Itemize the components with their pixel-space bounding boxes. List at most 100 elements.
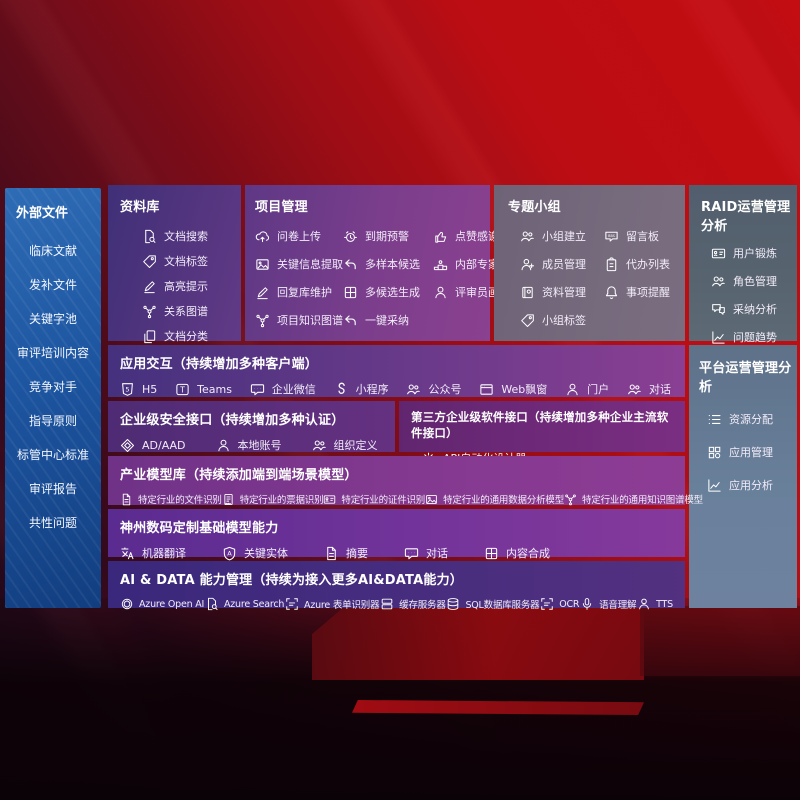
- chat-icon: [404, 546, 419, 561]
- feature-item: 公众号: [406, 381, 461, 397]
- panel-project-management: 项目管理 问卷上传 到期预警 点赞感谢 关键信息提取 多样本候选 内部专家排名 回复库维护多…: [245, 185, 521, 341]
- band-industry-models: 产业模型库（持续添加端到端场景模型） 特定行业的文件识别 特定行业的票据识别 特定行…: [108, 456, 703, 506]
- feature-item: 小程序: [334, 381, 389, 397]
- external-files-list: 临床文献 发补文件 关键字池 审评培训内容 竞争对手 指导原则 标管中心标准 审评报告 共性问题: [5, 245, 101, 529]
- sidebar-item: 发补文件: [28, 278, 77, 292]
- sidebar-item: 临床文献: [28, 244, 77, 258]
- panel-data-library: 资料库 文档搜索 文档标签 高亮提示 关系图谱 文档分类: [108, 185, 241, 344]
- person-add-icon: [520, 257, 535, 272]
- mic-icon: [580, 597, 594, 611]
- panel-title: 专题小组: [508, 200, 561, 215]
- card-icon: [711, 246, 726, 261]
- feature-item: Azure Open AI: [120, 597, 204, 611]
- feature-item: 角色管理: [711, 273, 797, 289]
- pen-icon: [142, 279, 157, 294]
- feature-item: 文档标签: [142, 253, 241, 269]
- feature-item: 关键实体: [222, 545, 288, 561]
- panel-raid-analysis: RAID运营管理分析 用户锻炼 角色管理 采纳分析 问题趋势: [689, 185, 797, 344]
- band-items: 机器翻译 关键实体 摘要 对话 内容合成: [120, 545, 673, 561]
- people-icon: [406, 382, 421, 397]
- chat-icon: [250, 382, 265, 397]
- sidebar-item: 审评培训内容: [16, 346, 89, 360]
- band-thirdparty-interfaces: 第三方企业级软件接口（持续增加多种企业主流软件接口） API自动化设计器: [399, 401, 685, 465]
- feature-item: 资源分配: [707, 411, 797, 427]
- feature-item: 应用管理: [707, 444, 797, 460]
- feature-item: TTS: [637, 597, 673, 611]
- people-icon: [520, 229, 535, 244]
- db-icon: [446, 597, 460, 611]
- reply-icon: [343, 257, 358, 272]
- background-photo-shape: [312, 606, 644, 680]
- cloud-up-icon: [255, 229, 270, 244]
- thumb-icon: [433, 229, 448, 244]
- feature-item: OCR: [540, 597, 580, 611]
- sidebar-item: 共性问题: [28, 516, 77, 530]
- feature-item: Web飘窗: [479, 381, 547, 397]
- podium-icon: [433, 257, 448, 272]
- feature-item: 本地账号: [216, 437, 282, 453]
- feature-item: H5: [120, 382, 157, 397]
- people-icon: [312, 438, 327, 453]
- feature-item: 应用分析: [707, 477, 797, 493]
- diamond-icon: [120, 438, 135, 453]
- panel-items: 问卷上传 到期预警 点赞感谢 关键信息提取 多样本候选 内部专家排名 回复库维护 多候选生成评…: [255, 228, 521, 328]
- person-icon: [216, 438, 231, 453]
- feature-item: 成员管理: [520, 256, 604, 272]
- feature-item: AD/AAD: [120, 438, 186, 453]
- feature-item: 代办列表: [604, 256, 685, 272]
- sidebar-item: 标管中心标准: [16, 448, 89, 462]
- shield-icon: [222, 546, 237, 561]
- feature-item: 组织定义: [312, 437, 378, 453]
- feature-item: 问卷上传: [255, 228, 341, 244]
- chart-icon: [707, 478, 722, 493]
- network-icon: [142, 304, 157, 319]
- band-base-models: 神州数码定制基础模型能力 机器翻译 关键实体 摘要 对话 内容合成: [108, 509, 685, 560]
- band-items: H5 Teams 企业微信 小程序 公众号 Web飘窗 门户 对话: [120, 381, 673, 397]
- card-icon: [323, 493, 336, 506]
- band-title: 第三方企业级软件接口（持续增加多种企业主流软件接口）: [411, 410, 669, 440]
- feature-item: 资料管理: [520, 284, 604, 300]
- feature-item: Azure Search: [205, 597, 284, 611]
- feature-item: 机器翻译: [120, 545, 186, 561]
- translate-icon: [120, 546, 135, 561]
- feature-item: 用户锻炼: [711, 245, 797, 261]
- bbs-icon: [604, 229, 619, 244]
- feature-item: 事项提醒: [604, 284, 685, 300]
- feature-item: 小组标签: [520, 312, 604, 328]
- band-items: AD/AAD 本地账号 组织定义: [120, 437, 383, 453]
- feature-item: 特定行业的票据识别: [222, 492, 324, 506]
- chart-icon: [711, 330, 726, 345]
- window-icon: [479, 382, 494, 397]
- alarm-icon: [343, 229, 358, 244]
- band-title: 神州数码定制基础模型能力: [120, 521, 279, 536]
- feature-item: SQL数据库服务器: [446, 597, 540, 611]
- network-icon: [564, 493, 577, 506]
- feature-item: 留言板: [604, 228, 685, 244]
- panel-topic-groups: 专题小组 小组建立 留言板 成员管理 代办列表 资料管理 事项提醒 小组标签: [494, 185, 685, 341]
- panel-items: 用户锻炼 角色管理 采纳分析 问题趋势: [711, 245, 797, 345]
- feature-item: 一键采纳: [343, 312, 431, 328]
- doc-icon: [324, 546, 339, 561]
- band-security-interfaces: 企业级安全接口（持续增加多种认证） AD/AAD 本地账号 组织定义: [108, 401, 395, 452]
- openai-icon: [120, 597, 134, 611]
- copy-icon: [142, 329, 157, 344]
- band-items: Azure Open AI Azure Search Azure 表单识别器 缓存服务…: [120, 597, 673, 611]
- panel-title: 项目管理: [255, 200, 308, 215]
- feature-item: Azure 表单识别器: [285, 597, 380, 611]
- band-ai-data-capabilities: AI & DATA 能力管理（持续为接入更多AI&DATA能力） Azure O…: [108, 561, 685, 611]
- feature-item: 企业微信: [250, 381, 316, 397]
- feature-item: 特定行业的通用知识图谱模型: [564, 492, 703, 506]
- h5-icon: [120, 382, 135, 397]
- feature-item: 高亮提示: [142, 278, 241, 294]
- feature-item: 小组建立: [520, 228, 604, 244]
- band-title: 应用交互（持续增加多种客户端）: [120, 357, 319, 372]
- feature-item: 对话: [627, 381, 671, 397]
- qa-icon: [711, 302, 726, 317]
- image-icon: [425, 493, 438, 506]
- feature-item: 点赞感谢: [433, 228, 521, 244]
- band-title: 产业模型库（持续添加端到端场景模型）: [120, 468, 358, 483]
- feature-item: 文档分类: [142, 328, 241, 344]
- panel-platform-analysis: 平台运营管理分析 资源分配 应用管理 应用分析: [689, 345, 797, 608]
- band-title: 企业级安全接口（持续增加多种认证）: [120, 413, 345, 428]
